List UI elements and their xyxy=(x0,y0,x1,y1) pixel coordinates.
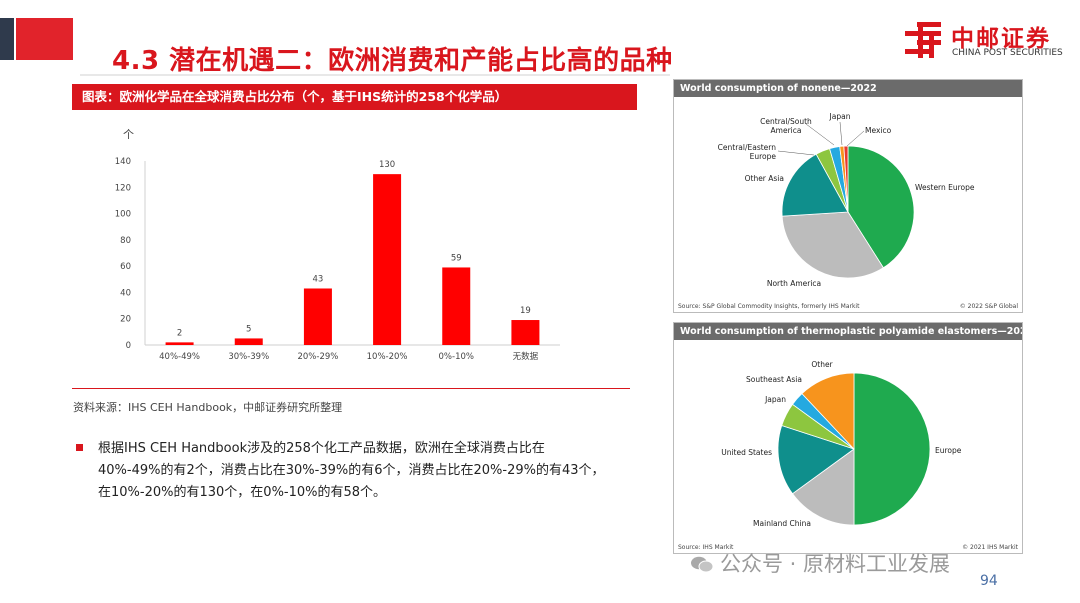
pie-slice xyxy=(801,372,855,451)
pie-slice xyxy=(791,448,855,526)
pie-slice-label: Mexico xyxy=(865,126,892,135)
y-tick-label: 100 xyxy=(115,210,131,220)
pie-source: Source: IHS Markit xyxy=(678,544,734,551)
source-divider xyxy=(72,388,630,389)
x-tick-label: 30%-39% xyxy=(228,352,269,362)
logo-name-en: CHINA POST SECURITIES xyxy=(952,48,1063,58)
pie-leader-line xyxy=(805,123,835,146)
wechat-icon xyxy=(691,556,714,573)
y-tick-label: 40 xyxy=(120,288,131,298)
bar-value-label: 130 xyxy=(379,160,395,170)
pie-copyright: © 2022 S&P Global xyxy=(959,303,1018,310)
title-divider xyxy=(80,74,670,76)
bar-value-label: 5 xyxy=(246,324,251,334)
company-logo: 中邮证券 CHINA POST SECURITIES xyxy=(903,18,1073,62)
pie-slice-label: Central/South America xyxy=(760,117,812,135)
pie-slice-label: United States xyxy=(721,448,772,457)
pie-slice-label: Western Europe xyxy=(915,183,975,192)
pie-slice-label: North America xyxy=(767,279,821,288)
bar xyxy=(373,174,402,345)
bar xyxy=(234,338,263,345)
bar-chart: 个 0 20 40 60 80 100 120 140 2 40%-49% 5 30%-39% 43 20%… xyxy=(115,128,560,362)
watermark: 公众号 · 原材料工业发展 xyxy=(690,548,950,578)
y-tick-label: 0 xyxy=(126,341,131,351)
bar xyxy=(165,342,194,345)
pie-slice-label: Japan xyxy=(829,112,851,121)
bar-value-label: 59 xyxy=(451,253,462,263)
pie-slice-label: Mainland China xyxy=(753,519,811,528)
pie-slice-label: Other xyxy=(811,360,833,369)
pie-slice xyxy=(777,425,855,495)
pie-chart-tpae: Europe Mainland China United States Japan So… xyxy=(721,360,962,528)
pie-panel-nonene: World consumption of nonene—2022 Western… xyxy=(673,79,1023,313)
pie-chart-nonene: Western Europe North America Other Asia Cen… xyxy=(718,112,975,288)
y-tick-label: 140 xyxy=(115,157,131,167)
pie-slice xyxy=(781,153,849,217)
y-tick-label: 20 xyxy=(120,315,131,325)
bar xyxy=(442,267,471,345)
pie-slice xyxy=(853,372,931,526)
y-tick-label: 80 xyxy=(120,236,131,246)
figure-caption: 图表：欧洲化学品在全球消费占比分布（个，基于IHS统计的258个化学品） xyxy=(72,84,637,110)
pie-title: World consumption of nonene—2022 xyxy=(674,80,1022,97)
pie-slice-label: Central/Eastern Europe xyxy=(718,143,777,161)
bullet-square-icon xyxy=(76,444,83,451)
y-axis-unit-label: 个 xyxy=(123,128,134,141)
pie-slice-label: Other Asia xyxy=(745,174,784,183)
pie-title: World consumption of thermoplastic polya… xyxy=(674,323,1022,340)
y-tick-label: 120 xyxy=(115,183,131,193)
pie-leader-line xyxy=(777,150,815,156)
bar-value-label: 43 xyxy=(313,274,324,284)
header-accent-dark xyxy=(0,18,14,60)
bullet-text: 根据IHS CEH Handbook涉及的258个化工产品数据，欧洲在全球消费占… xyxy=(98,441,605,500)
page-number: 94 xyxy=(980,573,998,589)
pie-slice-label: Japan xyxy=(764,395,786,404)
x-tick-label: 10%-20% xyxy=(367,352,408,362)
bar xyxy=(511,320,540,345)
x-tick-label: 0%-10% xyxy=(439,352,474,362)
header-accent-red xyxy=(16,18,73,60)
pie-slice-label: Europe xyxy=(935,446,962,455)
y-tick-label: 60 xyxy=(120,262,131,272)
source-note: 资料来源：IHS CEH Handbook，中邮证券研究所整理 xyxy=(73,401,343,414)
pie-slice xyxy=(781,211,884,279)
x-tick-label: 40%-49% xyxy=(159,352,200,362)
pie-leader-line xyxy=(846,130,865,147)
watermark-text: 公众号 · 原材料工业发展 xyxy=(720,552,951,576)
pie-panel-tpae: World consumption of thermoplastic polya… xyxy=(673,322,1023,554)
bar-value-label: 19 xyxy=(520,306,531,316)
bar xyxy=(303,288,332,345)
pie-leader-line xyxy=(839,121,843,146)
x-tick-label: 无数据 xyxy=(513,351,539,362)
x-tick-label: 20%-29% xyxy=(297,352,338,362)
pie-slice-label: Southeast Asia xyxy=(746,375,802,384)
pie-source: Source: S&P Global Commodity Insights, f… xyxy=(678,303,860,310)
bar-value-label: 2 xyxy=(177,328,182,338)
logo-name-cn: 中邮证券 xyxy=(951,26,1051,52)
china-post-logo-icon xyxy=(905,22,941,58)
pie-copyright: © 2021 IHS Markit xyxy=(962,544,1018,551)
slide-title: 4.3 潜在机遇二：欧洲消费和产能占比高的品种 xyxy=(112,46,673,76)
pie-slice xyxy=(843,145,849,213)
bullet-point: 根据IHS CEH Handbook涉及的258个化工产品数据，欧洲在全球消费占… xyxy=(76,438,606,504)
